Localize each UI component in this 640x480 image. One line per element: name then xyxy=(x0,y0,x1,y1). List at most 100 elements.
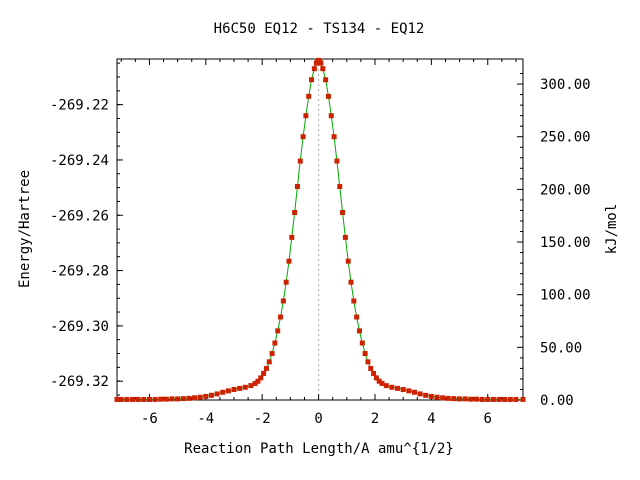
data-point xyxy=(130,396,136,402)
data-point xyxy=(513,396,519,402)
data-point xyxy=(406,388,412,394)
data-point xyxy=(331,134,337,140)
data-point xyxy=(297,158,303,164)
data-point xyxy=(278,314,284,320)
axis-ticks xyxy=(117,59,523,401)
y-right-tick-label: 100.00 xyxy=(540,288,591,304)
data-point xyxy=(376,378,382,384)
y-left-tick-label: -269.28 xyxy=(50,264,109,280)
data-point xyxy=(428,393,434,399)
data-point xyxy=(141,396,147,402)
data-point xyxy=(325,93,331,99)
data-point xyxy=(231,386,237,392)
data-point xyxy=(289,234,295,240)
data-point xyxy=(490,396,496,402)
data-point xyxy=(359,340,365,346)
y-left-tick-label: -269.22 xyxy=(50,98,109,114)
data-point xyxy=(258,375,264,381)
energy-series xyxy=(114,57,526,402)
y-left-tick-label: -269.30 xyxy=(50,319,109,335)
data-point xyxy=(146,396,152,402)
data-point xyxy=(303,113,309,119)
data-point xyxy=(197,394,203,400)
data-point xyxy=(237,385,243,391)
data-point xyxy=(275,328,281,334)
data-point xyxy=(520,396,526,402)
y-right-tick-label: 150.00 xyxy=(540,235,591,251)
data-point xyxy=(379,380,385,386)
data-point xyxy=(152,396,158,402)
data-point xyxy=(434,394,440,400)
data-point xyxy=(242,384,248,390)
series-line xyxy=(117,59,523,400)
y-right-tick-label: 50.00 xyxy=(540,340,582,356)
data-point xyxy=(203,393,209,399)
data-point xyxy=(362,351,368,357)
x-tick-label: -4 xyxy=(197,411,214,427)
data-point xyxy=(300,134,306,140)
data-point xyxy=(473,396,479,402)
data-point xyxy=(261,370,267,376)
data-point xyxy=(348,279,354,285)
data-point xyxy=(114,396,120,402)
y-left-tick-label: -269.24 xyxy=(50,153,109,169)
data-point xyxy=(192,395,198,401)
data-point xyxy=(283,279,289,285)
data-point xyxy=(208,392,214,398)
data-point xyxy=(294,183,300,189)
data-point xyxy=(342,234,348,240)
data-point xyxy=(255,378,261,384)
data-point xyxy=(334,158,340,164)
data-point xyxy=(124,396,130,402)
data-point xyxy=(175,396,181,402)
data-point xyxy=(272,340,278,346)
data-point xyxy=(365,359,371,365)
y-right-tick-label: 300.00 xyxy=(540,77,591,93)
data-point xyxy=(220,389,226,395)
x-axis-label: Reaction Path Length/A amu^{1/2} xyxy=(184,441,454,457)
data-point xyxy=(340,209,346,215)
data-point xyxy=(180,396,186,402)
data-point xyxy=(248,383,254,389)
y-axis-label-right: kJ/mol xyxy=(604,204,620,255)
data-point xyxy=(135,396,141,402)
data-point xyxy=(118,396,124,402)
data-point xyxy=(457,396,463,402)
y-right-tick-label: 0.00 xyxy=(540,393,574,409)
data-point xyxy=(286,258,292,264)
data-point xyxy=(266,359,272,365)
data-point xyxy=(263,365,269,371)
data-point xyxy=(323,77,329,83)
x-tick-label: -2 xyxy=(254,411,271,427)
x-tick-label: 2 xyxy=(371,411,379,427)
data-point xyxy=(214,391,220,397)
data-point xyxy=(320,66,326,72)
data-point xyxy=(400,386,406,392)
data-point xyxy=(328,113,334,119)
data-point xyxy=(371,370,377,376)
data-point xyxy=(306,93,312,99)
data-point xyxy=(389,384,395,390)
y-right-tick-label: 200.00 xyxy=(540,182,591,198)
data-point xyxy=(468,396,474,402)
data-point xyxy=(479,396,485,402)
data-point xyxy=(351,298,357,304)
data-point xyxy=(292,209,298,215)
y-right-tick-label: 250.00 xyxy=(540,130,591,146)
data-point xyxy=(395,385,401,391)
x-tick-label: 4 xyxy=(427,411,435,427)
data-point xyxy=(502,396,508,402)
data-point xyxy=(440,395,446,401)
data-point xyxy=(373,375,379,381)
data-point xyxy=(186,395,192,401)
data-point xyxy=(423,392,429,398)
data-point xyxy=(368,365,374,371)
data-point xyxy=(462,396,468,402)
data-point xyxy=(507,396,513,402)
data-point xyxy=(417,391,423,397)
data-point xyxy=(337,183,343,189)
chart-title: H6C50 EQ12 - TS134 - EQ12 xyxy=(214,21,425,37)
data-point xyxy=(280,298,286,304)
x-tick-label: -6 xyxy=(141,411,158,427)
